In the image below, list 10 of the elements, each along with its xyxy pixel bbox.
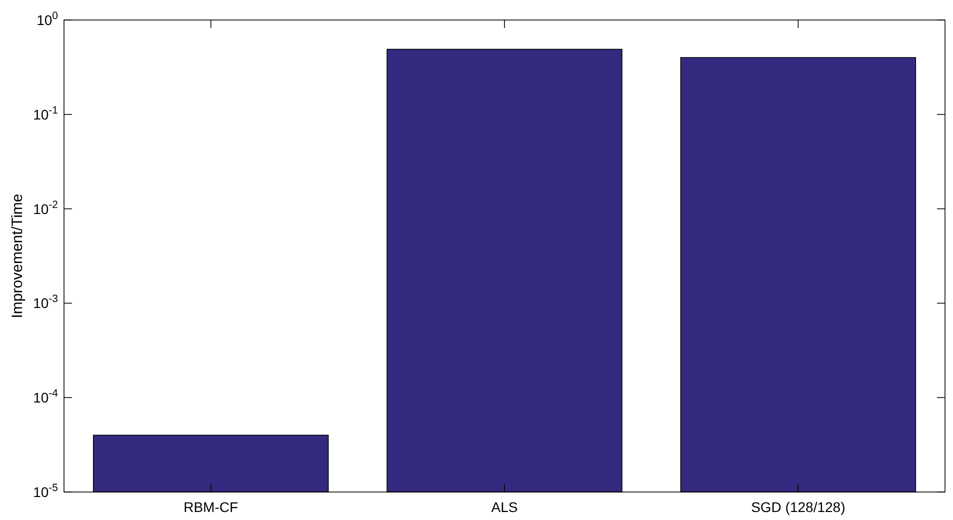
y-tick-label: 10$^{-4}$ — [33, 388, 58, 406]
y-tick-label: 10$^{-2}$ — [33, 198, 58, 217]
x-tick-label: ALS — [491, 499, 518, 515]
y-tick-label: 10$^{-1}$ — [33, 104, 58, 122]
x-tick-label: RBM-CF — [184, 499, 238, 515]
y-tick-label: 10$^{0}$ — [36, 10, 58, 28]
x-tick-label: SGD (128/128) — [751, 499, 846, 515]
y-tick-label: 10$^{-5}$ — [33, 482, 58, 500]
y-axis-title: Improvement/Time — [9, 194, 26, 318]
y-tick-label: 10$^{-3}$ — [33, 293, 58, 312]
